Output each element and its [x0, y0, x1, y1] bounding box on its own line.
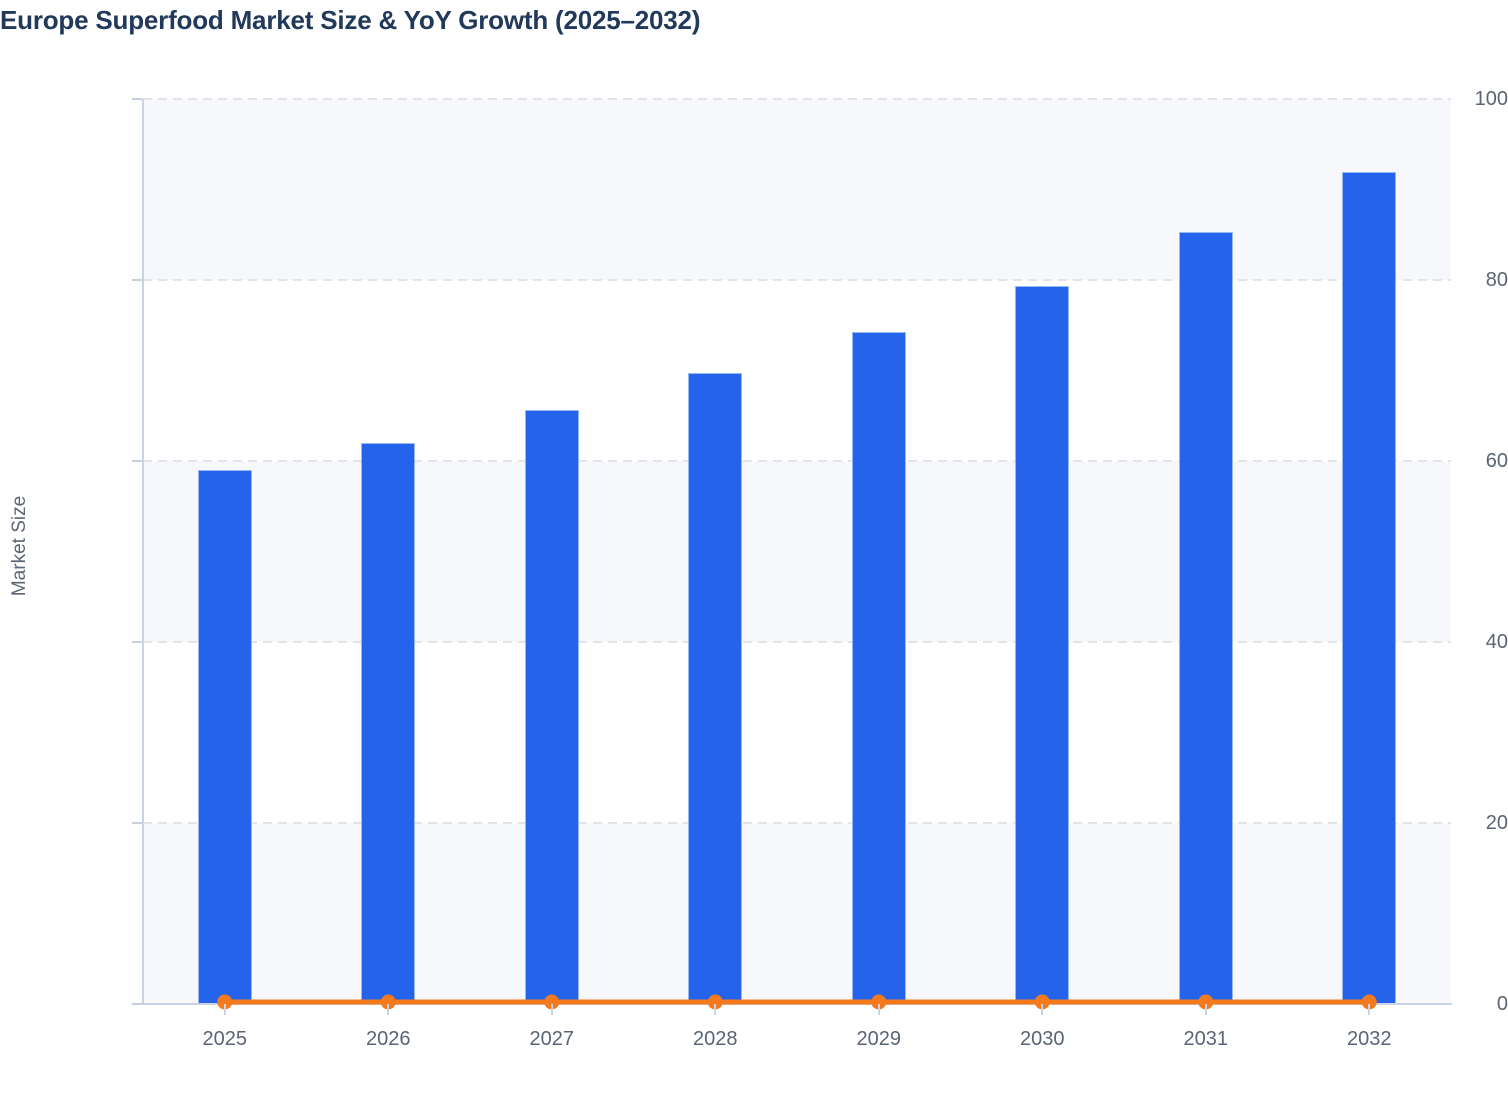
bar-2031[interactable]	[1178, 232, 1233, 1004]
gridline-40	[143, 641, 1451, 643]
x-tick-label-2025: 2025	[202, 1028, 248, 1050]
bar-2030[interactable]	[1015, 286, 1070, 1004]
y-tick-mark-60	[132, 460, 142, 462]
x-tick-label-2032: 2032	[1347, 1028, 1392, 1050]
gridline-80	[143, 279, 1451, 281]
x-tick-mark-2027	[550, 1004, 553, 1015]
plot-band	[143, 461, 1451, 642]
yoy-marker-2025[interactable]	[217, 994, 233, 1010]
x-tick-label-2027: 2027	[529, 1028, 575, 1050]
x-tick-label-2031: 2031	[1183, 1028, 1229, 1050]
chart-title: Europe Superfood Market Size & YoY Growt…	[0, 5, 701, 35]
y-tick-label-40: 40	[1485, 631, 1508, 653]
yoy-marker-2026[interactable]	[380, 994, 396, 1010]
y-tick-label-60: 60	[1485, 450, 1508, 472]
x-tick-mark-2031	[1204, 1004, 1207, 1015]
x-tick-label-2026: 2026	[366, 1028, 411, 1050]
x-tick-label-2030: 2030	[1020, 1028, 1065, 1050]
bar-2032[interactable]	[1342, 172, 1397, 1004]
x-tick-mark-2032	[1368, 1004, 1371, 1015]
bar-2028[interactable]	[688, 373, 743, 1004]
plot-area	[142, 98, 1452, 1010]
yoy-marker-2028[interactable]	[707, 994, 723, 1010]
y-tick-mark-20	[132, 822, 142, 824]
y-tick-label-20: 20	[1485, 812, 1508, 834]
bar-2026[interactable]	[361, 442, 416, 1004]
yoy-growth-line-layer	[217, 994, 1377, 1010]
y-tick-mark-40	[132, 641, 142, 643]
y-axis-title: Market Size	[9, 495, 30, 597]
plot-band	[143, 823, 1451, 1004]
y-tick-mark-0	[132, 1003, 142, 1005]
plot-band	[143, 99, 1451, 280]
yoy-marker-2032[interactable]	[1361, 994, 1377, 1010]
y-tick-mark-80	[132, 279, 142, 281]
x-tick-mark-2030	[1041, 1004, 1044, 1015]
y-tick-label-0: 0	[1496, 993, 1508, 1015]
yoy-marker-2030[interactable]	[1034, 994, 1050, 1010]
y-tick-label-80: 80	[1485, 269, 1508, 291]
gridline-100	[143, 98, 1451, 100]
gridline-20	[143, 822, 1451, 824]
x-tick-mark-2029	[877, 1004, 880, 1015]
yoy-marker-2027[interactable]	[544, 994, 560, 1010]
y-tick-label-100: 100	[1474, 88, 1508, 110]
yoy-marker-2031[interactable]	[1198, 994, 1214, 1010]
y-axis-line	[142, 99, 144, 1004]
x-tick-mark-2026	[387, 1004, 390, 1015]
x-tick-mark-2025	[223, 1004, 226, 1015]
bar-2029[interactable]	[851, 331, 906, 1004]
x-tick-label-2028: 2028	[693, 1028, 738, 1050]
plot-band	[143, 280, 1451, 461]
yoy-marker-2029[interactable]	[871, 994, 887, 1010]
plot-band	[143, 642, 1451, 823]
gridline-60	[143, 460, 1451, 462]
bar-2025[interactable]	[197, 470, 252, 1004]
x-tick-mark-2028	[714, 1004, 717, 1015]
bar-2027[interactable]	[524, 410, 579, 1004]
y-tick-mark-100	[132, 98, 142, 100]
x-tick-label-2029: 2029	[856, 1028, 902, 1050]
